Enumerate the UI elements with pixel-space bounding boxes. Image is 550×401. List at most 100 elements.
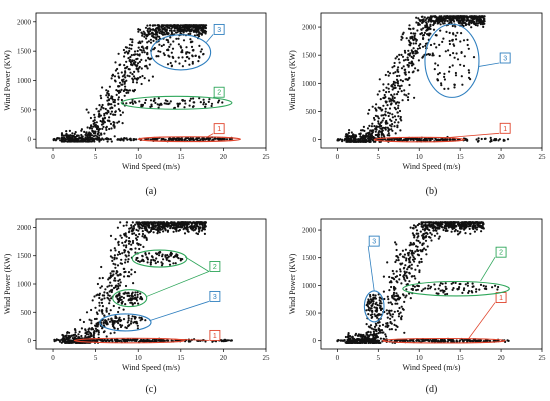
region-3-ellipse xyxy=(424,23,480,98)
scatter-point xyxy=(425,17,428,20)
scatter-point xyxy=(104,107,107,111)
scatter-point xyxy=(191,40,194,43)
scatter-point xyxy=(136,222,139,225)
scatter-point xyxy=(397,66,400,69)
scatter-point xyxy=(372,140,375,143)
scatter-point xyxy=(385,91,388,94)
scatter-point xyxy=(197,31,201,34)
scatter-point xyxy=(152,99,155,103)
scatter-point xyxy=(135,138,138,141)
scatter-point xyxy=(120,319,123,322)
scatter-point xyxy=(138,260,141,263)
scatter-point xyxy=(418,47,421,50)
scatter-point xyxy=(160,30,163,33)
scatter-point xyxy=(453,86,456,89)
scatter-point xyxy=(113,135,116,138)
scatter-point xyxy=(141,51,144,54)
scatter-point xyxy=(188,51,191,54)
scatter-point xyxy=(185,46,188,49)
scatter-point xyxy=(188,225,191,228)
scatter-point xyxy=(82,320,85,324)
scatter-point xyxy=(506,138,510,141)
scatter-point xyxy=(190,29,193,32)
scatter-point xyxy=(87,328,90,331)
scatter-point xyxy=(360,137,364,140)
scatter-point xyxy=(149,261,152,264)
scatter-point xyxy=(346,133,349,136)
scatter-point xyxy=(397,104,400,107)
scatter-point xyxy=(396,111,399,114)
scatter-point xyxy=(493,138,496,141)
scatter-point xyxy=(136,324,139,327)
scatter-point xyxy=(142,49,145,52)
scatter-point xyxy=(94,131,97,135)
scatter-point xyxy=(412,42,415,45)
scatter-point xyxy=(62,140,65,143)
scatter-point xyxy=(474,17,477,20)
region-1-badge-label: 1 xyxy=(503,126,507,133)
scatter-point xyxy=(84,335,87,338)
scatter-point xyxy=(406,56,409,59)
scatter-point xyxy=(73,132,76,136)
scatter-point xyxy=(161,253,164,256)
scatter-point xyxy=(143,236,146,239)
scatter-point xyxy=(161,339,165,342)
scatter-point xyxy=(444,138,447,141)
scatter-point xyxy=(394,260,397,264)
scatter-point xyxy=(403,273,406,277)
scatter-point xyxy=(406,63,409,67)
scatter-point xyxy=(138,65,141,69)
scatter-point xyxy=(113,75,117,78)
scatter-point xyxy=(156,103,159,106)
scatter-point xyxy=(401,249,404,252)
scatter-point xyxy=(119,273,122,276)
scatter-point xyxy=(367,137,370,140)
scatter-point xyxy=(179,24,182,27)
scatter-point xyxy=(161,27,164,31)
scatter-point xyxy=(174,60,177,63)
scatter-point xyxy=(460,19,463,22)
scatter-point xyxy=(396,80,399,83)
scatter-point xyxy=(369,331,372,334)
scatter-point xyxy=(103,114,106,117)
scatter-point xyxy=(117,301,120,304)
scatter-point xyxy=(393,61,396,65)
scatter-point xyxy=(386,324,389,327)
scatter-point xyxy=(203,232,206,235)
scatter-point xyxy=(408,264,411,267)
scatter-point xyxy=(101,276,104,280)
y-tick-label: 1000 xyxy=(302,282,317,290)
scatter-point xyxy=(415,245,418,248)
scatter-point xyxy=(101,127,104,130)
scatter-point xyxy=(111,259,114,262)
scatter-point xyxy=(120,236,123,239)
scatter-point xyxy=(109,112,112,115)
scatter-point xyxy=(412,27,415,30)
scatter-point xyxy=(417,69,420,72)
scatter-point xyxy=(137,46,140,49)
scatter-point xyxy=(397,298,400,301)
scatter-point xyxy=(396,255,399,258)
scatter-point xyxy=(204,30,208,33)
region-3-leader-line xyxy=(206,34,214,43)
scatter-point xyxy=(157,55,160,58)
scatter-point xyxy=(429,24,432,28)
scatter-point xyxy=(105,137,108,140)
scatter-point xyxy=(409,297,412,300)
scatter-point xyxy=(114,315,117,318)
scatter-point xyxy=(372,338,375,341)
scatter-point xyxy=(125,50,128,53)
scatter-point xyxy=(157,97,160,100)
scatter-point xyxy=(65,334,68,337)
scatter-point xyxy=(443,72,446,75)
scatter-point xyxy=(169,43,172,46)
y-tick-label: 0 xyxy=(313,136,317,144)
scatter-point xyxy=(171,55,174,59)
scatter-point xyxy=(387,301,390,304)
scatter-point xyxy=(130,44,133,47)
scatter-point xyxy=(171,47,175,50)
scatter-point xyxy=(444,229,447,232)
scatter-point xyxy=(117,310,120,314)
scatter-point xyxy=(411,227,415,230)
